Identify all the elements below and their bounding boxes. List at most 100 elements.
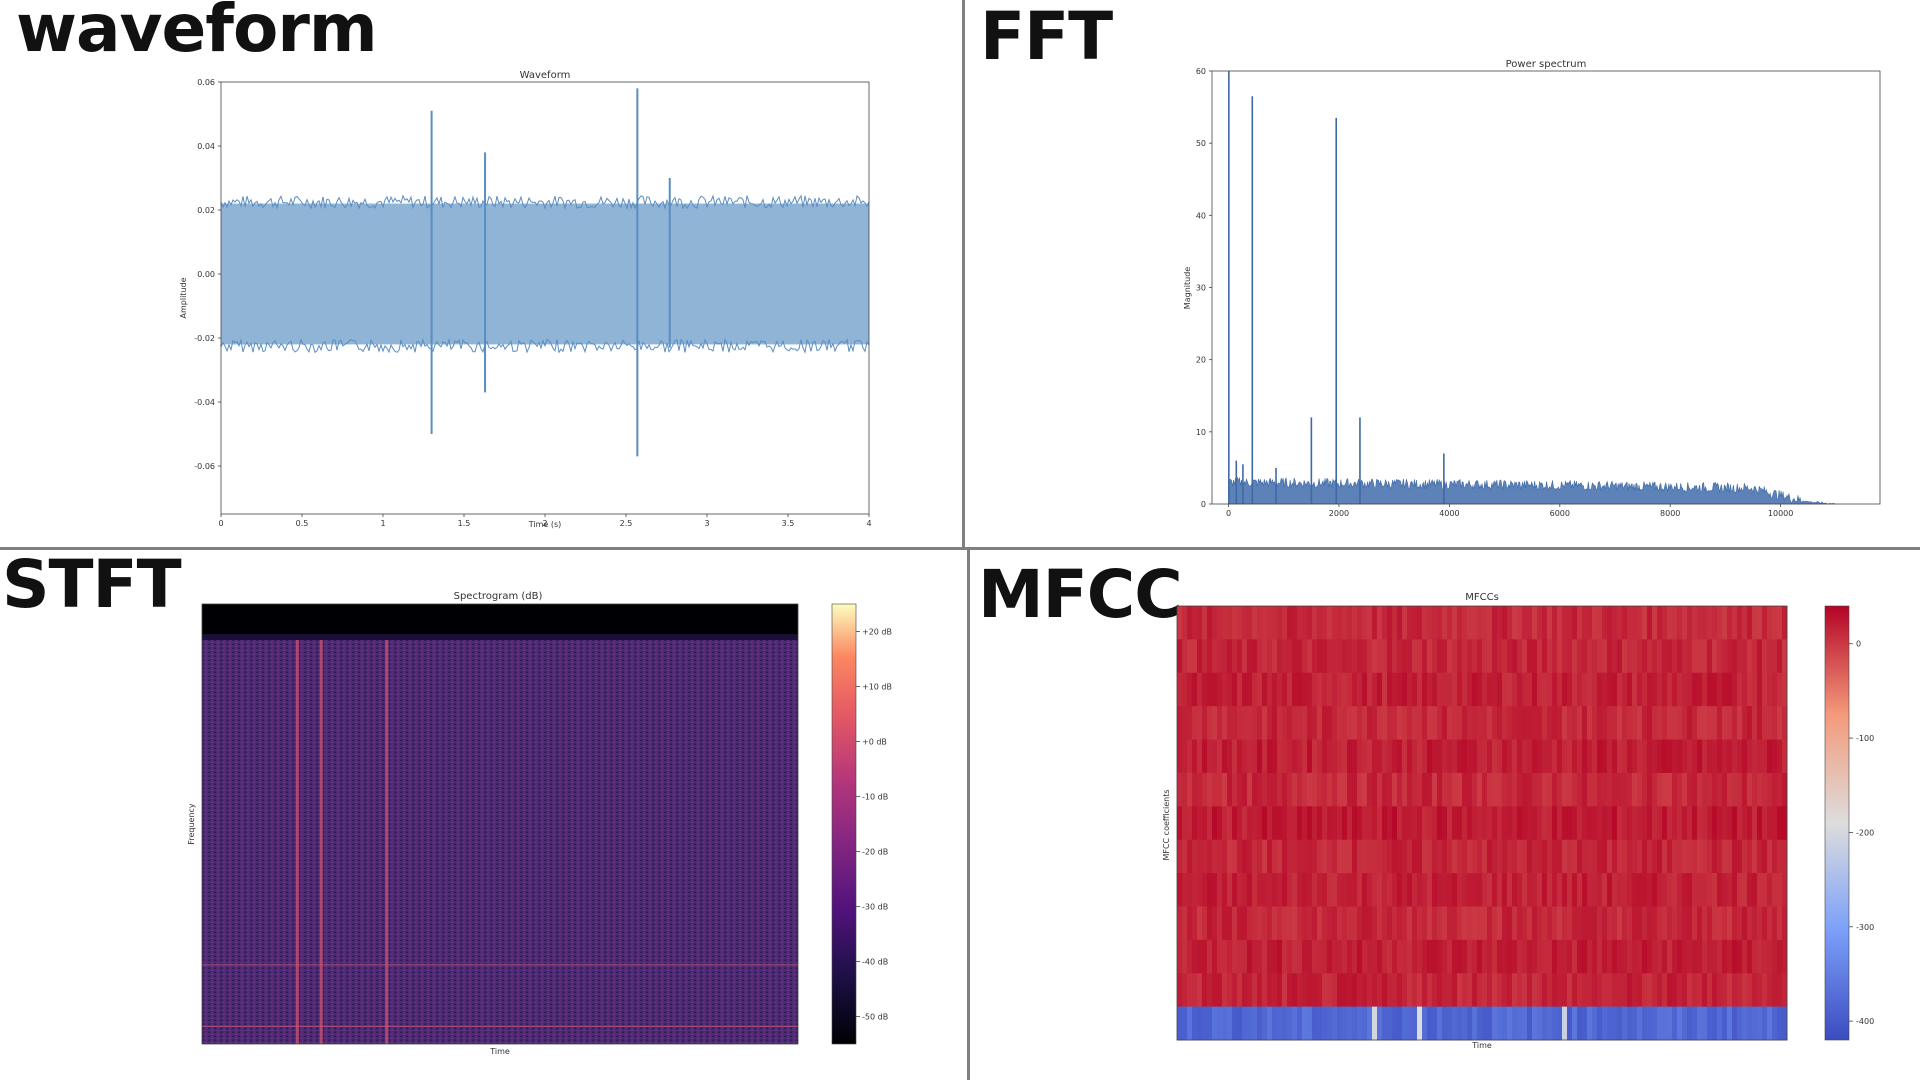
mfcc-cell xyxy=(1682,639,1688,674)
mfcc-cell xyxy=(1737,772,1743,807)
mfcc-cell xyxy=(1382,806,1388,841)
mfcc-ylabel: MFCC coefficients xyxy=(1162,789,1171,860)
mfcc-cell xyxy=(1497,639,1503,674)
mfcc-cell xyxy=(1662,639,1668,674)
mfcc-cell xyxy=(1517,772,1523,807)
mfcc-cell xyxy=(1217,1006,1223,1041)
mfcc-cell xyxy=(1437,672,1443,707)
mfcc-cell xyxy=(1667,706,1673,740)
mfcc-cell xyxy=(1612,839,1618,874)
mfcc-cell xyxy=(1637,839,1643,874)
mfcc-cell xyxy=(1252,772,1258,807)
mfcc-cell xyxy=(1517,939,1523,974)
mfcc-cell xyxy=(1772,739,1778,774)
mfcc-cell xyxy=(1432,606,1438,640)
mfcc-cell xyxy=(1667,906,1673,941)
mfcc-cell xyxy=(1527,973,1533,1008)
mfcc-cell xyxy=(1347,1006,1353,1041)
mfcc-cell xyxy=(1472,1006,1478,1041)
mfcc-cell xyxy=(1592,706,1598,740)
mfcc-cell xyxy=(1412,839,1418,874)
mfcc-cell xyxy=(1627,772,1633,807)
mfcc-cell xyxy=(1602,939,1608,974)
mfcc-cell xyxy=(1602,839,1608,874)
mfcc-cell xyxy=(1622,839,1628,874)
waveform-xtick-label-2: 1 xyxy=(380,519,385,528)
mfcc-cell xyxy=(1477,839,1483,874)
mfcc-cell xyxy=(1447,806,1453,841)
mfcc-cell xyxy=(1427,772,1433,807)
mfcc-cell xyxy=(1687,839,1693,874)
mfcc-cell xyxy=(1622,606,1628,640)
mfcc-cell xyxy=(1242,706,1248,740)
mfcc-cell xyxy=(1727,706,1733,740)
mfcc-cell xyxy=(1297,873,1303,907)
mfcc-cell xyxy=(1742,939,1748,974)
mfcc-cell xyxy=(1252,739,1258,774)
mfcc-cell xyxy=(1317,839,1323,874)
mfcc-cell xyxy=(1672,739,1678,774)
mfcc-cell xyxy=(1707,639,1713,674)
mfcc-cell xyxy=(1362,906,1368,941)
mfcc-cell xyxy=(1532,606,1538,640)
fft-xtick-label-5: 10000 xyxy=(1768,509,1793,518)
waveform-ytick-label-5: 0.04 xyxy=(197,142,215,151)
mfcc-cell xyxy=(1312,639,1318,674)
mfcc-cell xyxy=(1177,973,1183,1008)
mfcc-cell xyxy=(1307,806,1313,841)
mfcc-cell xyxy=(1487,906,1493,941)
stft-title: Spectrogram (dB) xyxy=(454,591,543,602)
mfcc-cell xyxy=(1392,672,1398,707)
mfcc-cell xyxy=(1642,772,1648,807)
mfcc-cell xyxy=(1767,639,1773,674)
mfcc-cell xyxy=(1517,706,1523,740)
mfcc-cell xyxy=(1487,839,1493,874)
mfcc-cell xyxy=(1562,873,1568,907)
waveform-xtick-label-4: 2 xyxy=(542,519,547,528)
mfcc-cell xyxy=(1327,639,1333,674)
mfcc-cell xyxy=(1397,806,1403,841)
mfcc-cell xyxy=(1447,772,1453,807)
mfcc-cell xyxy=(1722,939,1728,974)
mfcc-cell xyxy=(1307,606,1313,640)
mfcc-cell xyxy=(1222,906,1228,941)
mfcc-cell xyxy=(1377,672,1383,707)
mfcc-cell xyxy=(1592,806,1598,841)
mfcc-cell xyxy=(1762,1006,1768,1041)
mfcc-cell xyxy=(1662,839,1668,874)
mfcc-cell xyxy=(1717,873,1723,907)
mfcc-cell xyxy=(1412,873,1418,907)
mfcc-cell xyxy=(1207,606,1213,640)
mfcc-cell xyxy=(1372,806,1378,841)
mfcc-cell xyxy=(1552,639,1558,674)
mfcc-cell xyxy=(1722,772,1728,807)
mfcc-cell xyxy=(1402,939,1408,974)
mfcc-cell xyxy=(1657,672,1663,707)
mfcc-cell xyxy=(1247,706,1253,740)
mfcc-cell xyxy=(1707,873,1713,907)
mfcc-cell xyxy=(1417,939,1423,974)
mfcc-cell xyxy=(1332,706,1338,740)
mfcc-cell xyxy=(1372,873,1378,907)
mfcc-cell xyxy=(1617,672,1623,707)
mfcc-cell xyxy=(1757,639,1763,674)
mfcc-cell xyxy=(1622,873,1628,907)
mfcc-cell xyxy=(1197,1006,1203,1041)
mfcc-cell xyxy=(1332,739,1338,774)
mfcc-cell xyxy=(1732,939,1738,974)
mfcc-cell xyxy=(1452,806,1458,841)
mfcc-cell xyxy=(1532,772,1538,807)
mfcc-cell xyxy=(1727,873,1733,907)
mfcc-cell xyxy=(1312,772,1318,807)
mfcc-cell xyxy=(1707,606,1713,640)
mfcc-cell xyxy=(1537,639,1543,674)
mfcc-cell xyxy=(1197,772,1203,807)
mfcc-cell xyxy=(1647,639,1653,674)
mfcc-cell xyxy=(1472,672,1478,707)
mfcc-cell xyxy=(1652,873,1658,907)
mfcc-cell xyxy=(1597,806,1603,841)
mfcc-cell xyxy=(1202,772,1208,807)
mfcc-cell xyxy=(1587,739,1593,774)
mfcc-cell xyxy=(1562,939,1568,974)
mfcc-cell xyxy=(1357,973,1363,1008)
